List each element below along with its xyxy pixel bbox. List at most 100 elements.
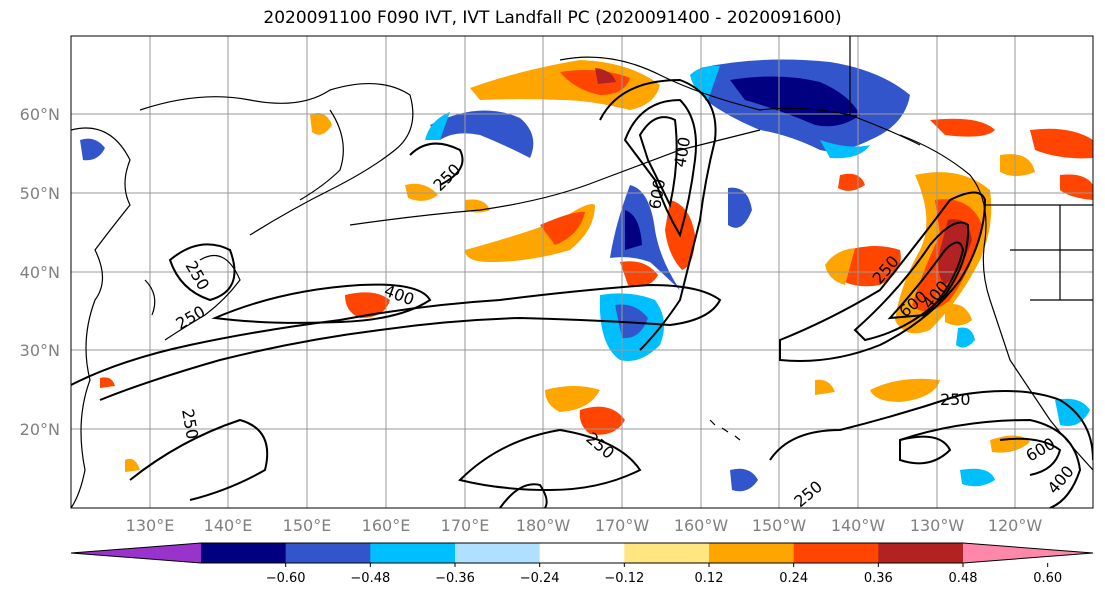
negative-patch-1 [728,187,752,228]
contour-600-westcoast [887,241,965,320]
colorbar-tick-label: 0.12 [695,571,724,586]
positive-peak-westcoast [938,219,972,285]
positive-peak-alaska [595,68,616,84]
colorbar-swatch [201,543,287,563]
ivt-contours [71,78,1093,508]
contour-250-southeast [769,390,1093,461]
coast-aleutians [349,129,761,226]
colorbar-tick-label: −0.36 [435,571,475,586]
colorbar-swatch [709,543,795,563]
coast-nw-america [899,134,1093,471]
contour-250-bering [409,142,464,186]
lon-label: 160°W [674,516,729,535]
negative-region-bering [430,110,534,158]
colorbar-swatch [539,543,625,563]
negative-patch-4 [730,468,758,492]
positive-patch-7 [870,378,940,402]
colorbar-swatches [70,542,1094,564]
lat-label: 20°N [20,420,60,439]
positive-patch-5 [579,406,625,435]
contour-400-westcoast [853,221,970,342]
contour-250-japan [168,243,236,302]
colorbar-tick-label: 0.24 [779,571,808,586]
positive-patch-11 [125,458,140,472]
negative-core-south [615,304,648,339]
lon-label: 180°W [516,516,571,535]
coast-siberia [139,83,414,236]
coast-asia [71,127,131,508]
positive-patch-mid [620,261,658,287]
us-state-borders [1010,205,1093,301]
lat-label: 40°N [20,263,60,282]
positive-edge-140w [825,248,855,285]
colorbar-tick-label: −0.48 [350,571,390,586]
positive-region-ne-4 [1060,174,1093,200]
contour-250-south-small [499,483,548,508]
negative-edge-alaska [690,65,720,100]
contour-250-se-loop [899,435,952,465]
coast-korea [144,279,156,316]
positive-patch-4 [545,386,600,412]
positive-region-alaska [470,60,660,110]
colorbar-tick-label: 0.36 [864,571,893,586]
lon-label: 130°E [126,516,175,535]
coast-alaska [559,56,921,146]
negative-edge-bering [425,112,450,140]
lon-label: 120°W [988,516,1043,535]
lon-label: 130°W [910,516,965,535]
lon-label: 160°E [362,516,411,535]
lon-label: 150°E [283,516,332,535]
canada-border [849,36,1093,206]
positive-region-ne-3 [1000,154,1035,176]
coastlines [71,36,1093,508]
map-frame [70,35,1094,509]
lat-label: 30°N [20,341,60,360]
contour-250-westcoast [779,191,987,362]
colorbar-outline [70,542,1094,564]
contour-400-southeast [899,418,1082,508]
colorbar-extension-low [71,543,201,563]
colorbar-extension-high [963,543,1093,563]
contour-250-southwest [129,418,269,501]
positive-core-central [540,211,585,245]
lon-label: 150°W [752,516,807,535]
lon-label: 170°W [595,516,650,535]
contour-600-southeast [999,437,1062,476]
colorbar-swatch [285,543,371,563]
colorbar-swatch [878,543,964,563]
lat-label: 50°N [20,184,60,203]
positive-region-ne-2 [1030,128,1093,159]
lon-label: 140°W [831,516,886,535]
positive-region-ne [930,118,995,137]
negative-patch-japan [80,138,105,161]
colorbar-tick-label: 0.60 [1033,571,1062,586]
contour-250-west [71,283,722,401]
positive-patch-kamchatka [310,112,332,135]
longitude-labels: 130°E 140°E 150°E 160°E 170°E 180°W 170°… [126,516,1043,535]
coast-japan [164,255,241,341]
contour-400-alaska [623,98,697,238]
colorbar-swatch [455,543,541,563]
colorbar-tick-label: −0.12 [604,571,644,586]
colorbar-tick-label: 0.48 [949,571,978,586]
contour-label: 250 [940,390,971,409]
positive-patch-2 [405,183,438,201]
colorbar-ticks: −0.60 −0.48 −0.36 −0.24 −0.12 0.12 0.24 0.36 0.4… [266,563,1062,586]
lon-label: 140°E [204,516,253,535]
colorbar-tick-label: −0.60 [266,571,306,586]
colorbar-swatch [370,543,456,563]
colorbar-swatch [793,543,879,563]
coast-kamchatka [299,109,344,201]
positive-patch-japan [345,292,390,318]
coast-hawaii [709,419,741,441]
lon-label: 170°E [441,516,490,535]
contour-250-south-central [458,428,642,492]
contour-250-alaska [599,78,717,351]
graticule [71,36,1093,508]
lat-label: 60°N [20,105,60,124]
contour-600-alaska [638,116,678,209]
latitude-labels: 60°N 50°N 40°N 30°N 20°N [20,105,60,439]
positive-patch-10 [100,377,115,388]
positive-patch-12 [815,379,835,395]
